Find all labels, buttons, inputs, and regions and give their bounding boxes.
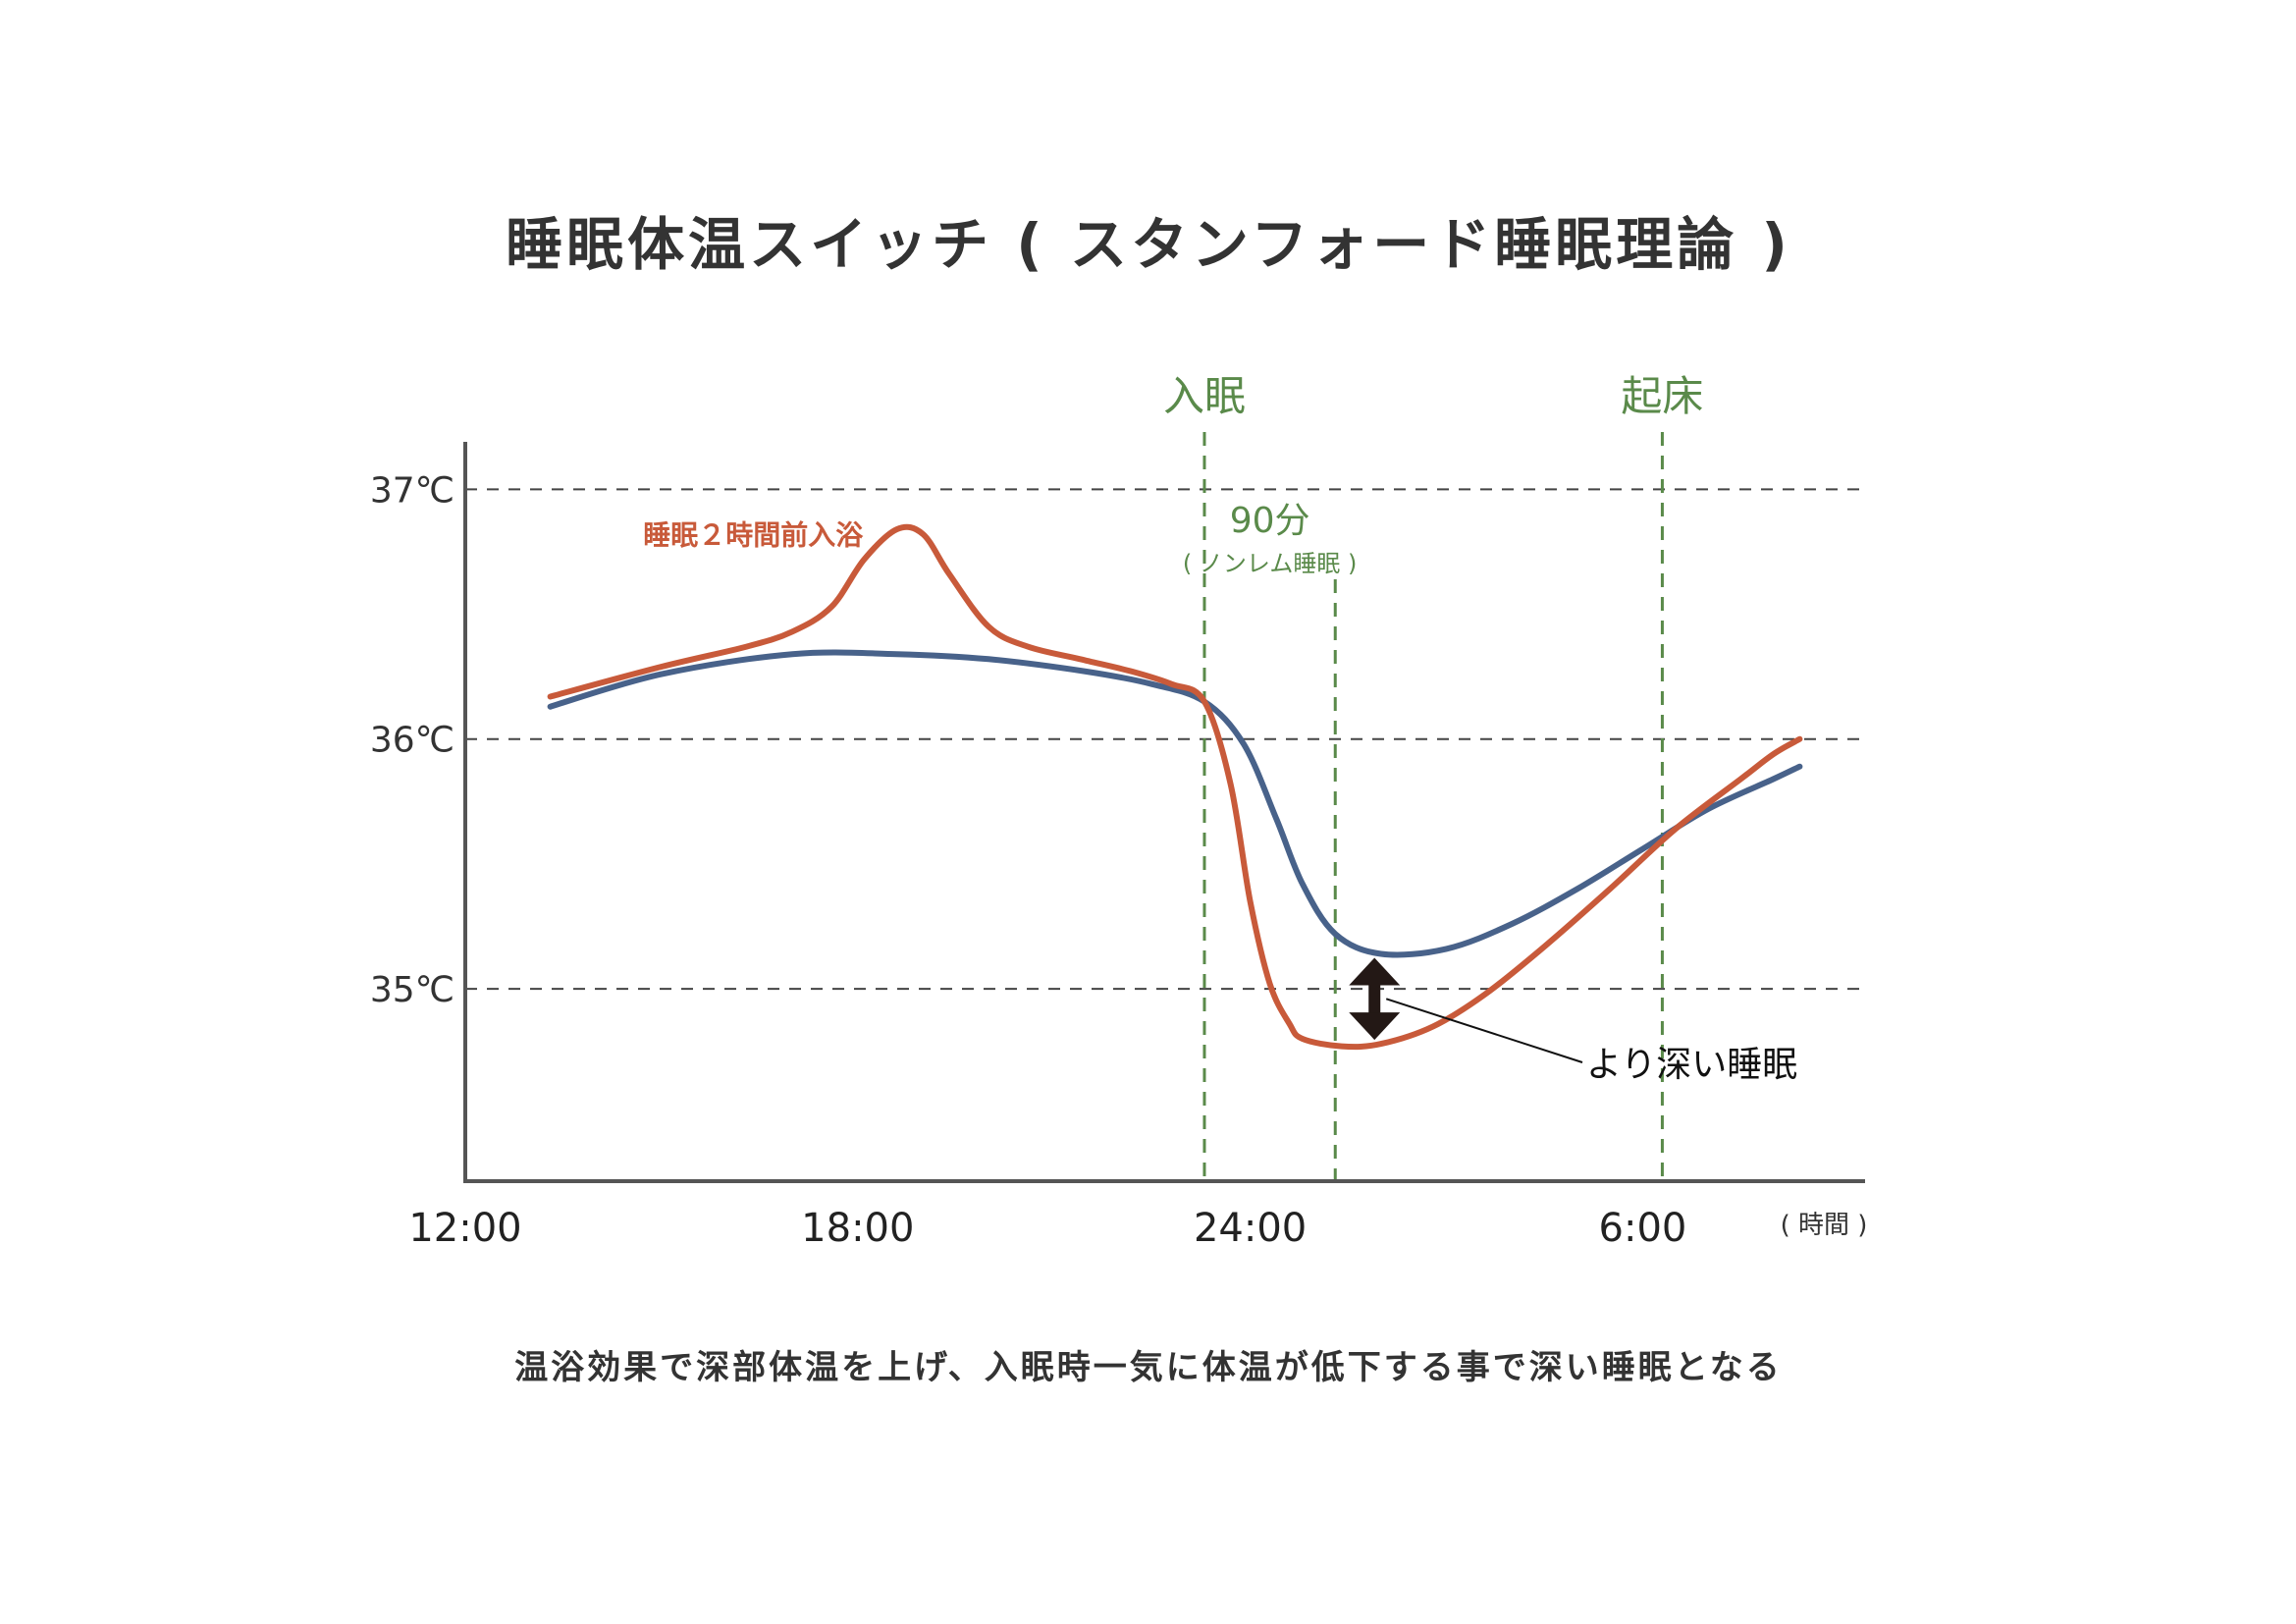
chart-title: 睡眠体温スイッチ ( スタンフォード睡眠理論 ) xyxy=(506,211,1791,278)
series-label-bath: 睡眠２時間前入浴 xyxy=(643,518,864,551)
marker-label-0: 入眠 xyxy=(1163,372,1246,420)
marker-label-1: 起床 xyxy=(1621,372,1703,420)
annotations: 90分 ( ノンレム睡眠 ) より深い睡眠 xyxy=(1183,501,1797,1085)
gap-note: より深い睡眠 xyxy=(1586,1045,1797,1085)
vertical-markers: 入眠 起床 xyxy=(1163,372,1703,1181)
chart-caption: 温浴効果で深部体温を上げ、入眠時一気に体温が低下する事で深い睡眠となる xyxy=(514,1348,1783,1387)
interval-label: 90分 xyxy=(1230,501,1310,541)
series-lines: 睡眠２時間前入浴 xyxy=(547,518,1803,1051)
y-tick-label-37: 37℃ xyxy=(370,470,454,511)
gap-arrow-head-up xyxy=(1349,957,1401,986)
x-tick-label-3: 6:00 xyxy=(1599,1206,1687,1251)
series-line-bath xyxy=(547,523,1803,1051)
x-tick-label-1: 18:00 xyxy=(801,1206,914,1251)
gap-leader-line xyxy=(1385,998,1583,1063)
y-tick-label-36: 36℃ xyxy=(370,721,454,761)
gap-arrow-head-down xyxy=(1349,1012,1401,1041)
series-line-baseline xyxy=(547,649,1803,958)
interval-sublabel: ( ノンレム睡眠 ) xyxy=(1183,550,1358,577)
y-tick-label-35: 35℃ xyxy=(370,970,454,1010)
grid-lines xyxy=(465,488,1865,991)
axes: 35℃ 36℃ 37℃ 12:00 18:00 24:00 6:00 ( 時間 ) xyxy=(370,442,1868,1251)
x-tick-label-2: 24:00 xyxy=(1194,1206,1307,1251)
x-axis-unit: ( 時間 ) xyxy=(1781,1211,1868,1240)
x-tick-label-0: 12:00 xyxy=(408,1206,521,1251)
